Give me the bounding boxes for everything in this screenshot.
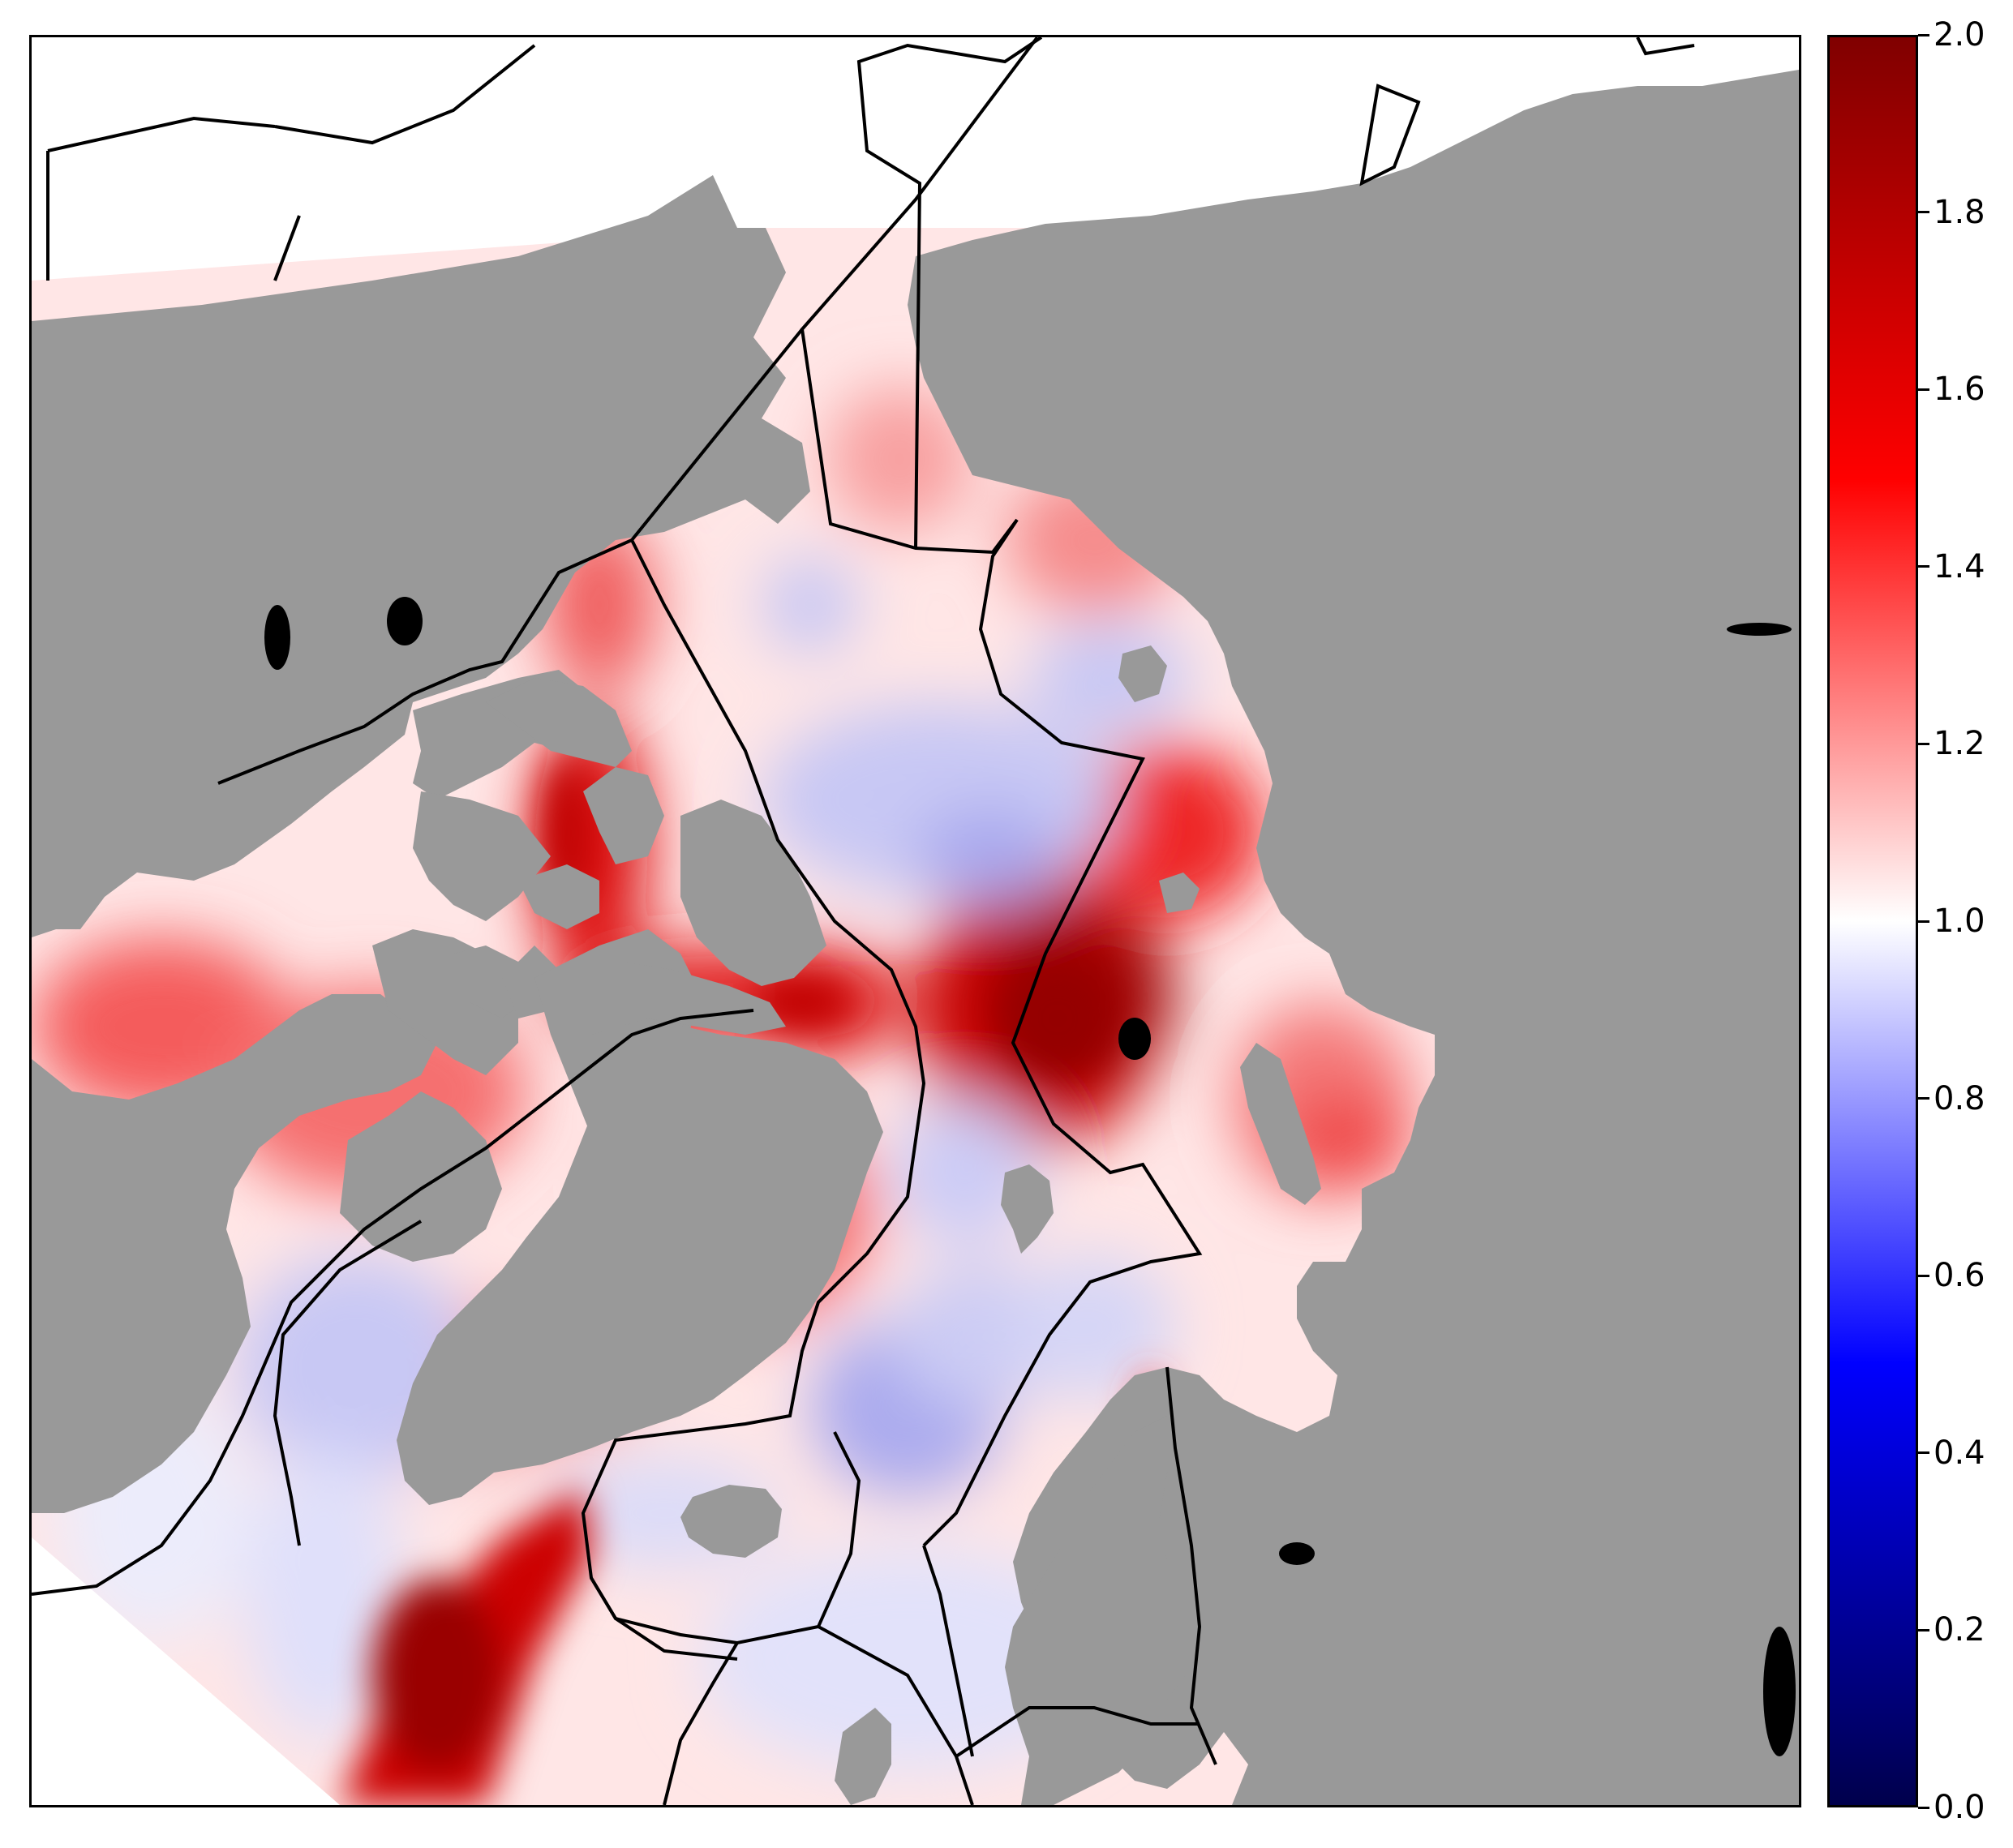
colorbar-tick xyxy=(1918,1628,1929,1631)
colorbar-tick-label: 0.6 xyxy=(1934,1257,1985,1295)
colorbar-tick-label: 1.4 xyxy=(1934,547,1985,585)
colorbar-tick xyxy=(1918,33,1929,36)
colorbar-tick xyxy=(1918,211,1929,214)
colorbar-tick-label: 0.0 xyxy=(1934,1789,1985,1826)
colorbar-tick-label: 1.8 xyxy=(1934,193,1985,231)
colorbar-tick xyxy=(1918,920,1929,923)
colorbar xyxy=(1827,35,1918,1807)
colorbar-tick xyxy=(1918,1451,1929,1455)
colorbar-tick-label: 0.2 xyxy=(1934,1611,1985,1649)
arctic-map xyxy=(29,35,1801,1807)
colorbar-tick xyxy=(1918,1806,1929,1809)
colorbar-tick xyxy=(1918,1274,1929,1277)
map-canvas xyxy=(32,37,1799,1805)
colorbar-tick xyxy=(1918,742,1929,745)
colorbar-tick-label: 1.6 xyxy=(1934,371,1985,409)
open-sea-blank xyxy=(32,37,1678,1805)
colorbar-tick-label: 0.8 xyxy=(1934,1079,1985,1117)
lakes xyxy=(264,597,1796,1756)
colorbar-tick-label: 1.2 xyxy=(1934,725,1985,763)
region-boundaries xyxy=(32,37,1695,1805)
colorbar-tick-label: 2.0 xyxy=(1934,16,1985,54)
colorbar-tick xyxy=(1918,565,1929,568)
colorbar-tick xyxy=(1918,388,1929,391)
colorbar-tick xyxy=(1918,1097,1929,1100)
colorbar-tick-label: 1.0 xyxy=(1934,903,1985,940)
colorbar-tick-label: 0.4 xyxy=(1934,1434,1985,1472)
